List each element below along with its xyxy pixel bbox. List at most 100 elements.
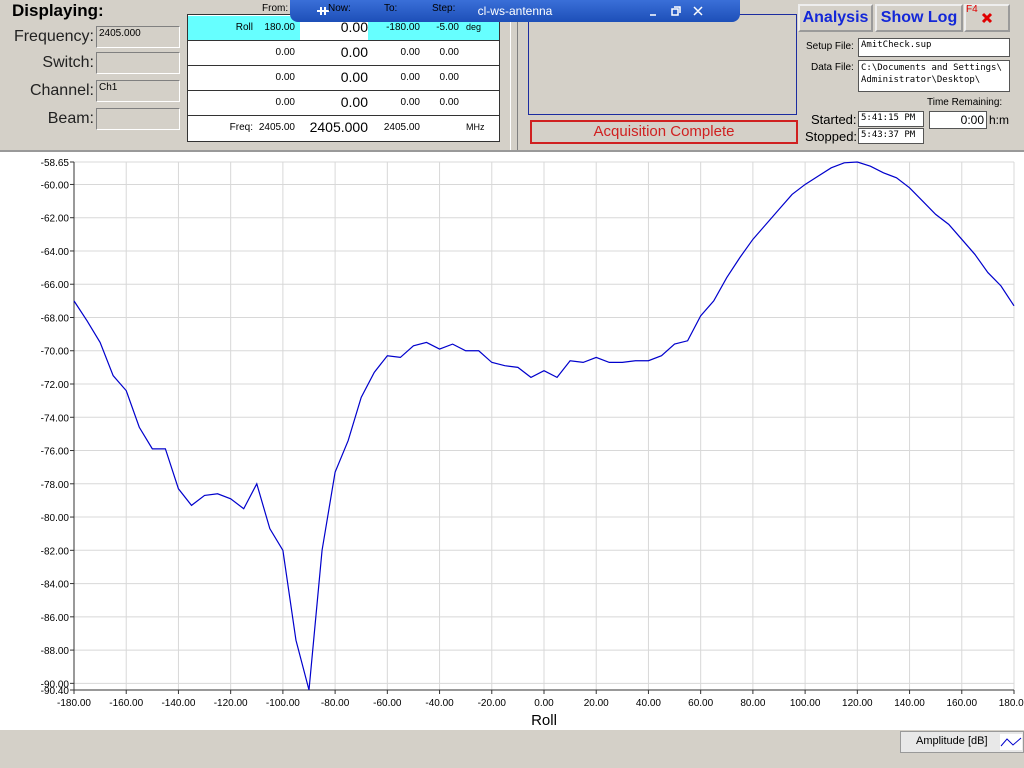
- x-tick-label: -40.00: [425, 698, 454, 709]
- x-tick-label: -60.00: [373, 698, 402, 709]
- x-tick-label: 140.00: [894, 698, 925, 709]
- close-key: F4: [966, 4, 978, 15]
- x-tick-label: -180.00: [57, 698, 91, 709]
- column-header: Now:: [328, 3, 351, 14]
- setup-file-label: Setup File:: [806, 41, 854, 52]
- step-value: 0.00: [439, 47, 459, 58]
- field-label: Switch:: [42, 54, 94, 71]
- field-label: Frequency:: [13, 28, 94, 45]
- x-tick-label: 100.00: [790, 698, 821, 709]
- y-tick-label: -74.00: [41, 413, 70, 424]
- legend-swatch: [1000, 734, 1022, 750]
- to-value: -180.00: [386, 22, 420, 33]
- column-header: Step:: [432, 3, 456, 14]
- y-tick-label: -78.00: [41, 480, 70, 491]
- row-name: Roll: [235, 22, 253, 33]
- legend-line: [1000, 737, 1022, 747]
- close-button[interactable]: F4: [964, 4, 1010, 32]
- chart-panel: [0, 150, 1024, 730]
- y-tick-label: -66.00: [41, 280, 70, 291]
- now-value: 0.00: [340, 19, 368, 35]
- x-tick-label: 80.00: [740, 698, 765, 709]
- from-value: 0.00: [275, 72, 295, 83]
- data-file-line: C:\Documents and Settings\: [861, 63, 1002, 73]
- show-log-button[interactable]: Show Log: [875, 4, 963, 32]
- y-tick-label: -68.00: [41, 313, 70, 324]
- unit: MHz: [466, 122, 485, 132]
- field-box: [96, 52, 180, 74]
- now-value: 0.00: [340, 94, 368, 110]
- from-value: 0.00: [275, 47, 295, 58]
- y-tick-label: -88.00: [41, 646, 70, 657]
- y-tick-label: -58.65: [41, 158, 70, 169]
- field-box: Ch1: [96, 80, 180, 102]
- displaying-label: Displaying:: [12, 1, 104, 20]
- x-tick-label: -140.00: [161, 698, 195, 709]
- x-tick-label: 0.00: [534, 698, 554, 709]
- time-unit: h:m: [989, 113, 1010, 127]
- y-tick-label: -60.00: [41, 180, 70, 191]
- started-label: Started:: [811, 112, 857, 127]
- data-line: [73, 161, 1015, 691]
- x-tick-label: 180.00: [999, 698, 1024, 709]
- scan-table: Roll 180.00 0.00 -180.00 -5.00 deg 0.00 0.00 0.0…: [187, 14, 500, 142]
- x-axis-label: Roll: [531, 712, 557, 729]
- y-tick-label: -62.00: [41, 214, 70, 225]
- from-value: 2405.00: [258, 122, 295, 133]
- data-file-line: Administrator\Desktop\: [861, 75, 981, 85]
- setup-file-value: AmitCheck.sup: [858, 38, 1010, 57]
- row-name: Freq:: [229, 122, 253, 133]
- x-tick-label: 160.00: [946, 698, 977, 709]
- y-tick-label: -64.00: [41, 247, 70, 258]
- column-header: To:: [384, 3, 398, 14]
- x-tick-label: -120.00: [214, 698, 248, 709]
- data-file-label: Data File:: [811, 62, 854, 73]
- divider: [510, 0, 518, 150]
- legend: Amplitude [dB]: [900, 731, 1024, 753]
- from-value: 180.00: [264, 22, 295, 33]
- x-tick-label: 120.00: [842, 698, 873, 709]
- row-separator: [188, 40, 499, 41]
- y-tick-label: -72.00: [41, 380, 70, 391]
- window-title: cl-ws-antenna: [477, 4, 553, 18]
- x-tick-label: -80.00: [321, 698, 350, 709]
- x-tick-label: -100.00: [266, 698, 300, 709]
- analysis-button[interactable]: Analysis: [798, 4, 873, 32]
- now-value: 0.00: [340, 69, 368, 85]
- close-icon: [981, 12, 993, 24]
- window-controls[interactable]: [648, 5, 708, 17]
- control-panel: Displaying: Message: Acquisition Complet…: [0, 0, 1024, 150]
- pin-icon: [317, 7, 329, 15]
- x-tick-label: 40.00: [636, 698, 661, 709]
- x-tick-label: -160.00: [109, 698, 143, 709]
- data-file-value: C:\Documents and Settings\ Administrator…: [858, 60, 1010, 92]
- x-tick-label: -20.00: [478, 698, 507, 709]
- x-tick-label: 60.00: [688, 698, 713, 709]
- status-box: Acquisition Complete: [530, 120, 798, 144]
- y-tick-label: -70.00: [41, 347, 70, 358]
- from-value: 0.00: [275, 97, 295, 108]
- y-tick-label: -82.00: [41, 546, 70, 557]
- y-tick-label: -90.00: [41, 679, 70, 690]
- field-box: [96, 108, 180, 130]
- row-highlight: [188, 16, 300, 40]
- row-separator: [188, 65, 499, 66]
- now-value: 2405.000: [309, 119, 368, 135]
- time-remaining-label: Time Remaining:: [927, 97, 1003, 108]
- row-separator: [188, 115, 499, 116]
- y-tick-label: -76.00: [41, 447, 70, 458]
- row-separator: [188, 90, 499, 91]
- field-box: 2405.000: [96, 26, 180, 48]
- column-header: From:: [262, 3, 289, 14]
- to-value: 0.00: [400, 97, 420, 108]
- field-label: Beam:: [47, 110, 94, 127]
- legend-label: Amplitude [dB]: [916, 735, 988, 747]
- step-value: 0.00: [439, 72, 459, 83]
- to-value: 0.00: [400, 72, 420, 83]
- y-tick-label: -84.00: [41, 580, 70, 591]
- to-value: 2405.00: [383, 122, 420, 133]
- to-value: 0.00: [400, 47, 420, 58]
- x-tick-label: 20.00: [584, 698, 609, 709]
- message-box: [528, 14, 797, 115]
